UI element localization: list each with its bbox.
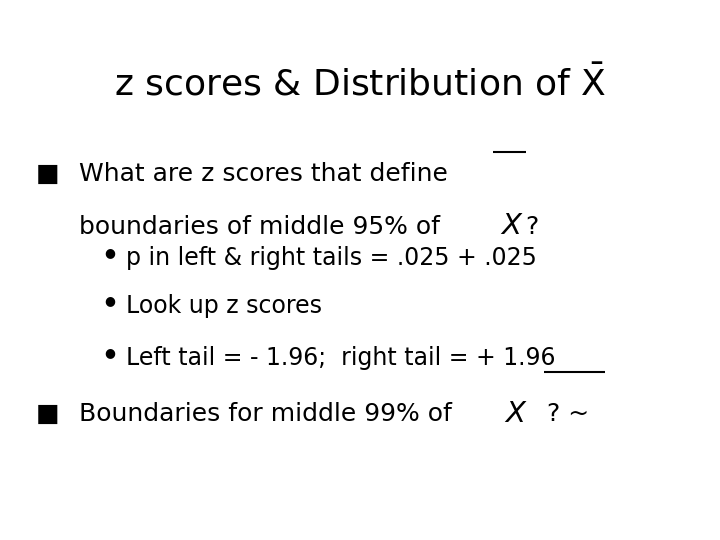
Text: p in left & right tails = .025 + .025: p in left & right tails = .025 + .025 <box>126 246 537 269</box>
Text: ●: ● <box>104 246 115 259</box>
Text: boundaries of middle 95% of: boundaries of middle 95% of <box>79 215 448 239</box>
Text: z scores & Distribution of $\mathregular{\bar{X}}$: z scores & Distribution of $\mathregular… <box>114 65 606 102</box>
Text: ■: ■ <box>36 162 60 186</box>
Text: Boundaries for middle 99% of: Boundaries for middle 99% of <box>79 402 460 426</box>
Text: Left tail = - 1.96;  right tail = + 1.96: Left tail = - 1.96; right tail = + 1.96 <box>126 346 556 369</box>
Text: ●: ● <box>104 294 115 307</box>
Text: ?: ? <box>526 215 539 239</box>
Text: $\mathit{X}$: $\mathit{X}$ <box>500 212 523 240</box>
Text: $\mathit{X}$: $\mathit{X}$ <box>504 400 528 428</box>
Text: Look up z scores: Look up z scores <box>126 294 322 318</box>
Text: What are z scores that define: What are z scores that define <box>79 162 456 186</box>
Text: ? ~: ? ~ <box>531 402 590 426</box>
Text: ●: ● <box>104 346 115 359</box>
Text: ■: ■ <box>36 402 60 426</box>
